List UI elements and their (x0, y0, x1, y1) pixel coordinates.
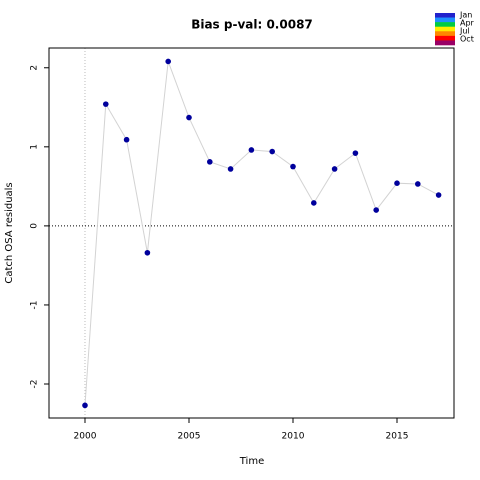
chart-title: Bias p-val: 0.0087 (191, 18, 313, 32)
x-axis-label: Time (239, 456, 264, 467)
y-tick-label: -2 (30, 380, 40, 389)
y-tick-label: 1 (30, 144, 40, 150)
data-point (373, 207, 380, 213)
data-point (186, 114, 192, 121)
data-point (227, 166, 234, 172)
data-point (206, 159, 213, 165)
legend-label: Apr (460, 19, 475, 28)
data-point (102, 101, 109, 107)
data-point (82, 402, 88, 409)
x-tick-label: 2005 (178, 432, 201, 442)
legend-label: Jul (459, 27, 470, 36)
legend-swatch (435, 31, 455, 37)
y-tick-label: 2 (30, 65, 40, 71)
y-tick-label: -1 (30, 300, 40, 309)
x-tick-label: 2010 (282, 432, 305, 442)
data-point (394, 180, 400, 186)
data-point (331, 166, 338, 172)
x-tick-label: 2015 (386, 432, 409, 442)
legend-swatch (435, 40, 455, 46)
plot-frame (48, 47, 455, 419)
legend-swatch (435, 22, 455, 28)
data-point (352, 150, 359, 156)
data-point (290, 163, 296, 170)
legend-swatch (435, 17, 455, 23)
y-axis-label: Catch OSA residuals (4, 182, 15, 283)
legend-label: Oct (460, 35, 474, 44)
data-point (144, 249, 151, 256)
data-point (248, 147, 255, 153)
data-point (310, 200, 317, 206)
legend-swatch (435, 13, 455, 18)
legend-swatch (435, 26, 455, 32)
data-point (165, 58, 171, 65)
data-point (269, 148, 275, 155)
y-tick-label: 0 (30, 223, 40, 229)
data-point (123, 136, 130, 143)
x-tick-label: 2000 (74, 432, 97, 442)
series-line (84, 61, 439, 406)
legend-swatch (435, 35, 455, 41)
legend-label: Jan (459, 11, 472, 20)
data-point (435, 192, 442, 198)
data-point (415, 181, 421, 187)
